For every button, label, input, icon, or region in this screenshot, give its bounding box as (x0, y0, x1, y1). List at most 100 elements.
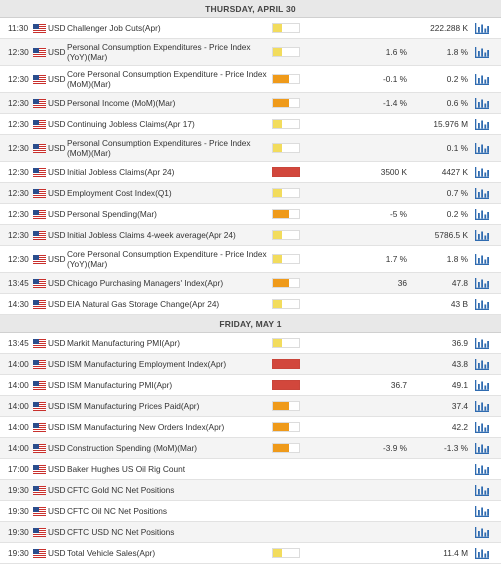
event-row[interactable]: 12:30 USD Core Personal Consumption Expe… (0, 246, 501, 273)
bar-chart-icon[interactable] (474, 246, 490, 272)
event-row[interactable]: 11:30 USD Challenger Job Cuts(Apr) 222.2… (0, 18, 501, 39)
event-time: 12:30 (8, 209, 29, 219)
impact-indicator (272, 396, 300, 416)
event-row[interactable]: 13:45 USD Markit Manufacturing PMI(Apr) … (0, 333, 501, 354)
event-name[interactable]: Baker Hughes US Oil Rig Count (67, 464, 186, 474)
impact-indicator (272, 543, 300, 563)
event-name[interactable]: Personal Consumption Expenditures - Pric… (67, 138, 251, 158)
impact-indicator (272, 39, 300, 65)
bar-chart-icon[interactable] (474, 480, 490, 500)
event-name[interactable]: Personal Income (MoM)(Mar) (67, 98, 176, 108)
event-row[interactable]: 19:30 USD CFTC Oil NC Net Positions (0, 501, 501, 522)
impact-indicator (272, 246, 300, 272)
impact-indicator (272, 375, 300, 395)
event-row[interactable]: 13:45 USD Chicago Purchasing Managers' I… (0, 273, 501, 294)
event-name[interactable]: ISM Manufacturing PMI(Apr) (67, 380, 173, 390)
event-row[interactable]: 12:30 USD Personal Consumption Expenditu… (0, 39, 501, 66)
event-name[interactable]: EIA Natural Gas Storage Change(Apr 24) (67, 299, 220, 309)
event-row[interactable]: 14:00 USD ISM Manufacturing PMI(Apr) 36.… (0, 375, 501, 396)
event-name[interactable]: CFTC USD NC Net Positions (67, 527, 175, 537)
event-row[interactable]: 12:30 USD Initial Jobless Claims 4-week … (0, 225, 501, 246)
event-time: 14:00 (8, 380, 29, 390)
bar-chart-icon[interactable] (474, 396, 490, 416)
bar-chart-icon[interactable] (474, 204, 490, 224)
event-name[interactable]: ISM Manufacturing Prices Paid(Apr) (67, 401, 200, 411)
event-row[interactable]: 12:30 USD Personal Income (MoM)(Mar) -1.… (0, 93, 501, 114)
bar-chart-icon[interactable] (474, 501, 490, 521)
event-name[interactable]: Initial Jobless Claims(Apr 24) (67, 167, 175, 177)
bar-chart-icon[interactable] (474, 183, 490, 203)
bar-chart-icon[interactable] (474, 459, 490, 479)
bar-chart-icon[interactable] (474, 162, 490, 182)
event-row[interactable]: 12:30 USD Continuing Jobless Claims(Apr … (0, 114, 501, 135)
event-name[interactable]: Construction Spending (MoM)(Mar) (67, 443, 198, 453)
event-time: 17:00 (8, 464, 29, 474)
bar-chart-icon[interactable] (474, 354, 490, 374)
event-name[interactable]: ISM Manufacturing Employment Index(Apr) (67, 359, 227, 369)
event-row[interactable]: 12:30 USD Employment Cost Index(Q1) 0.7 … (0, 183, 501, 204)
event-currency: USD (48, 401, 66, 411)
event-currency: USD (48, 485, 66, 495)
impact-indicator (272, 204, 300, 224)
bar-chart-icon[interactable] (474, 417, 490, 437)
event-row[interactable]: 12:30 USD Initial Jobless Claims(Apr 24)… (0, 162, 501, 183)
bar-chart-icon[interactable] (474, 333, 490, 353)
bar-chart-icon[interactable] (474, 135, 490, 161)
event-name[interactable]: Core Personal Consumption Expenditure - … (67, 249, 267, 269)
event-forecast: 15.976 M (433, 119, 468, 129)
event-name[interactable]: CFTC Gold NC Net Positions (67, 485, 175, 495)
us-flag-icon (33, 273, 46, 293)
event-row[interactable]: 12:30 USD Personal Consumption Expenditu… (0, 135, 501, 162)
event-actual: 36 (397, 278, 407, 288)
bar-chart-icon[interactable] (474, 39, 490, 65)
event-name[interactable]: CFTC Oil NC Net Positions (67, 506, 168, 516)
event-row[interactable]: 14:30 USD EIA Natural Gas Storage Change… (0, 294, 501, 315)
event-time: 14:00 (8, 401, 29, 411)
bar-chart-icon[interactable] (474, 522, 490, 542)
event-row[interactable]: 12:30 USD Personal Spending(Mar) -5 % 0.… (0, 204, 501, 225)
event-name[interactable]: Total Vehicle Sales(Apr) (67, 548, 156, 558)
event-name[interactable]: Personal Spending(Mar) (67, 209, 157, 219)
event-row[interactable]: 17:00 USD Baker Hughes US Oil Rig Count (0, 459, 501, 480)
event-name[interactable]: Core Personal Consumption Expenditure - … (67, 69, 267, 89)
event-time: 12:30 (8, 74, 29, 84)
bar-chart-icon[interactable] (474, 438, 490, 458)
event-actual: 1.7 % (385, 254, 407, 264)
bar-chart-icon[interactable] (474, 93, 490, 113)
bar-chart-icon[interactable] (474, 114, 490, 134)
event-name[interactable]: Markit Manufacturing PMI(Apr) (67, 338, 180, 348)
bar-chart-icon[interactable] (474, 294, 490, 314)
event-row[interactable]: 19:30 USD Total Vehicle Sales(Apr) 11.4 … (0, 543, 501, 564)
us-flag-icon (33, 135, 46, 161)
bar-chart-icon[interactable] (474, 375, 490, 395)
event-name[interactable]: Chicago Purchasing Managers' Index(Apr) (67, 278, 224, 288)
event-forecast: 0.6 % (446, 98, 468, 108)
event-row[interactable]: 12:30 USD Core Personal Consumption Expe… (0, 66, 501, 93)
us-flag-icon (33, 204, 46, 224)
event-name[interactable]: Continuing Jobless Claims(Apr 17) (67, 119, 195, 129)
event-currency: USD (48, 47, 66, 57)
day-header: THURSDAY, APRIL 30 (0, 0, 501, 18)
bar-chart-icon[interactable] (474, 18, 490, 38)
impact-indicator (272, 135, 300, 161)
us-flag-icon (33, 246, 46, 272)
bar-chart-icon[interactable] (474, 66, 490, 92)
event-row[interactable]: 19:30 USD CFTC Gold NC Net Positions (0, 480, 501, 501)
bar-chart-icon[interactable] (474, 543, 490, 563)
event-time: 12:30 (8, 119, 29, 129)
event-row[interactable]: 14:00 USD ISM Manufacturing New Orders I… (0, 417, 501, 438)
event-row[interactable]: 14:00 USD ISM Manufacturing Prices Paid(… (0, 396, 501, 417)
event-actual (335, 18, 407, 38)
event-name[interactable]: Initial Jobless Claims 4-week average(Ap… (67, 230, 236, 240)
bar-chart-icon[interactable] (474, 225, 490, 245)
event-row[interactable]: 14:00 USD ISM Manufacturing Employment I… (0, 354, 501, 375)
day-header: FRIDAY, MAY 1 (0, 315, 501, 333)
event-row[interactable]: 19:30 USD CFTC USD NC Net Positions (0, 522, 501, 543)
bar-chart-icon[interactable] (474, 273, 490, 293)
event-name[interactable]: ISM Manufacturing New Orders Index(Apr) (67, 422, 225, 432)
event-row[interactable]: 14:00 USD Construction Spending (MoM)(Ma… (0, 438, 501, 459)
event-name[interactable]: Employment Cost Index(Q1) (67, 188, 172, 198)
event-name[interactable]: Challenger Job Cuts(Apr) (67, 23, 161, 33)
event-name[interactable]: Personal Consumption Expenditures - Pric… (67, 42, 251, 62)
impact-indicator (272, 438, 300, 458)
